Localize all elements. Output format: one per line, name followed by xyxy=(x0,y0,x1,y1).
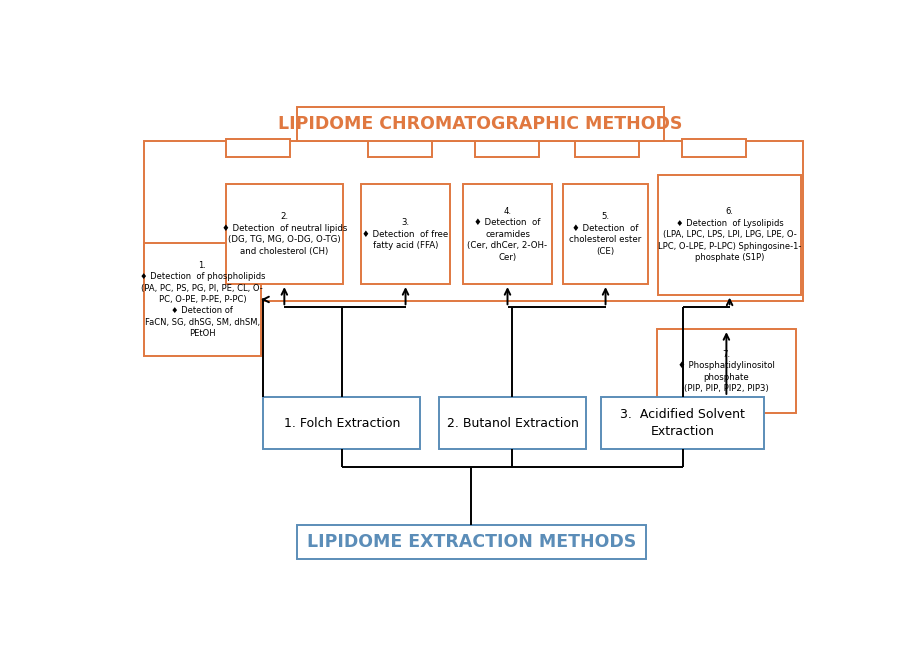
FancyBboxPatch shape xyxy=(439,396,585,449)
FancyBboxPatch shape xyxy=(263,396,420,449)
FancyBboxPatch shape xyxy=(658,175,800,294)
FancyBboxPatch shape xyxy=(360,184,449,284)
Text: 4.
♦ Detection  of
ceramides
(Cer, dhCer, 2-OH-
Cer): 4. ♦ Detection of ceramides (Cer, dhCer,… xyxy=(467,207,547,261)
Text: LIPIDOME CHROMATOGRAPHIC METHODS: LIPIDOME CHROMATOGRAPHIC METHODS xyxy=(278,114,682,133)
Text: 3.
♦ Detection  of free
fatty acid (FFA): 3. ♦ Detection of free fatty acid (FFA) xyxy=(362,218,448,250)
Text: 5.
♦ Detection  of
cholesterol ester
(CE): 5. ♦ Detection of cholesterol ester (CE) xyxy=(569,213,641,256)
Text: 2. Butanol Extraction: 2. Butanol Extraction xyxy=(446,417,578,430)
FancyBboxPatch shape xyxy=(462,184,551,284)
Text: 1. Folch Extraction: 1. Folch Extraction xyxy=(283,417,400,430)
Text: LIPIDOME EXTRACTION METHODS: LIPIDOME EXTRACTION METHODS xyxy=(307,534,635,551)
FancyBboxPatch shape xyxy=(225,139,289,157)
FancyBboxPatch shape xyxy=(225,184,343,284)
FancyBboxPatch shape xyxy=(143,243,261,356)
FancyBboxPatch shape xyxy=(368,139,432,157)
Text: 7.
♦ Phosphatidylinositol
phosphate
(PIP, PIP, PIP2, PIP3): 7. ♦ Phosphatidylinositol phosphate (PIP… xyxy=(677,350,774,393)
FancyBboxPatch shape xyxy=(297,525,645,560)
FancyBboxPatch shape xyxy=(601,396,763,449)
FancyBboxPatch shape xyxy=(562,184,648,284)
Text: 2.
♦ Detection  of neutral lipids
(DG, TG, MG, O-DG, O-TG)
and cholesterol (CH): 2. ♦ Detection of neutral lipids (DG, TG… xyxy=(221,213,346,256)
FancyBboxPatch shape xyxy=(681,139,745,157)
Text: 1.
♦ Detection  of phospholipids
(PA, PC, PS, PG, PI, PE, CL, O-
PC, O-PE, P-PE,: 1. ♦ Detection of phospholipids (PA, PC,… xyxy=(140,261,265,338)
FancyBboxPatch shape xyxy=(474,139,539,157)
Text: 6.
♦ Detection  of Lysolipids
(LPA, LPC, LPS, LPI, LPG, LPE, O-
LPC, O-LPE, P-LP: 6. ♦ Detection of Lysolipids (LPA, LPC, … xyxy=(657,207,800,262)
Text: 3.  Acidified Solvent
Extraction: 3. Acidified Solvent Extraction xyxy=(619,408,744,438)
FancyBboxPatch shape xyxy=(297,107,664,140)
FancyBboxPatch shape xyxy=(574,139,639,157)
FancyBboxPatch shape xyxy=(656,330,795,413)
